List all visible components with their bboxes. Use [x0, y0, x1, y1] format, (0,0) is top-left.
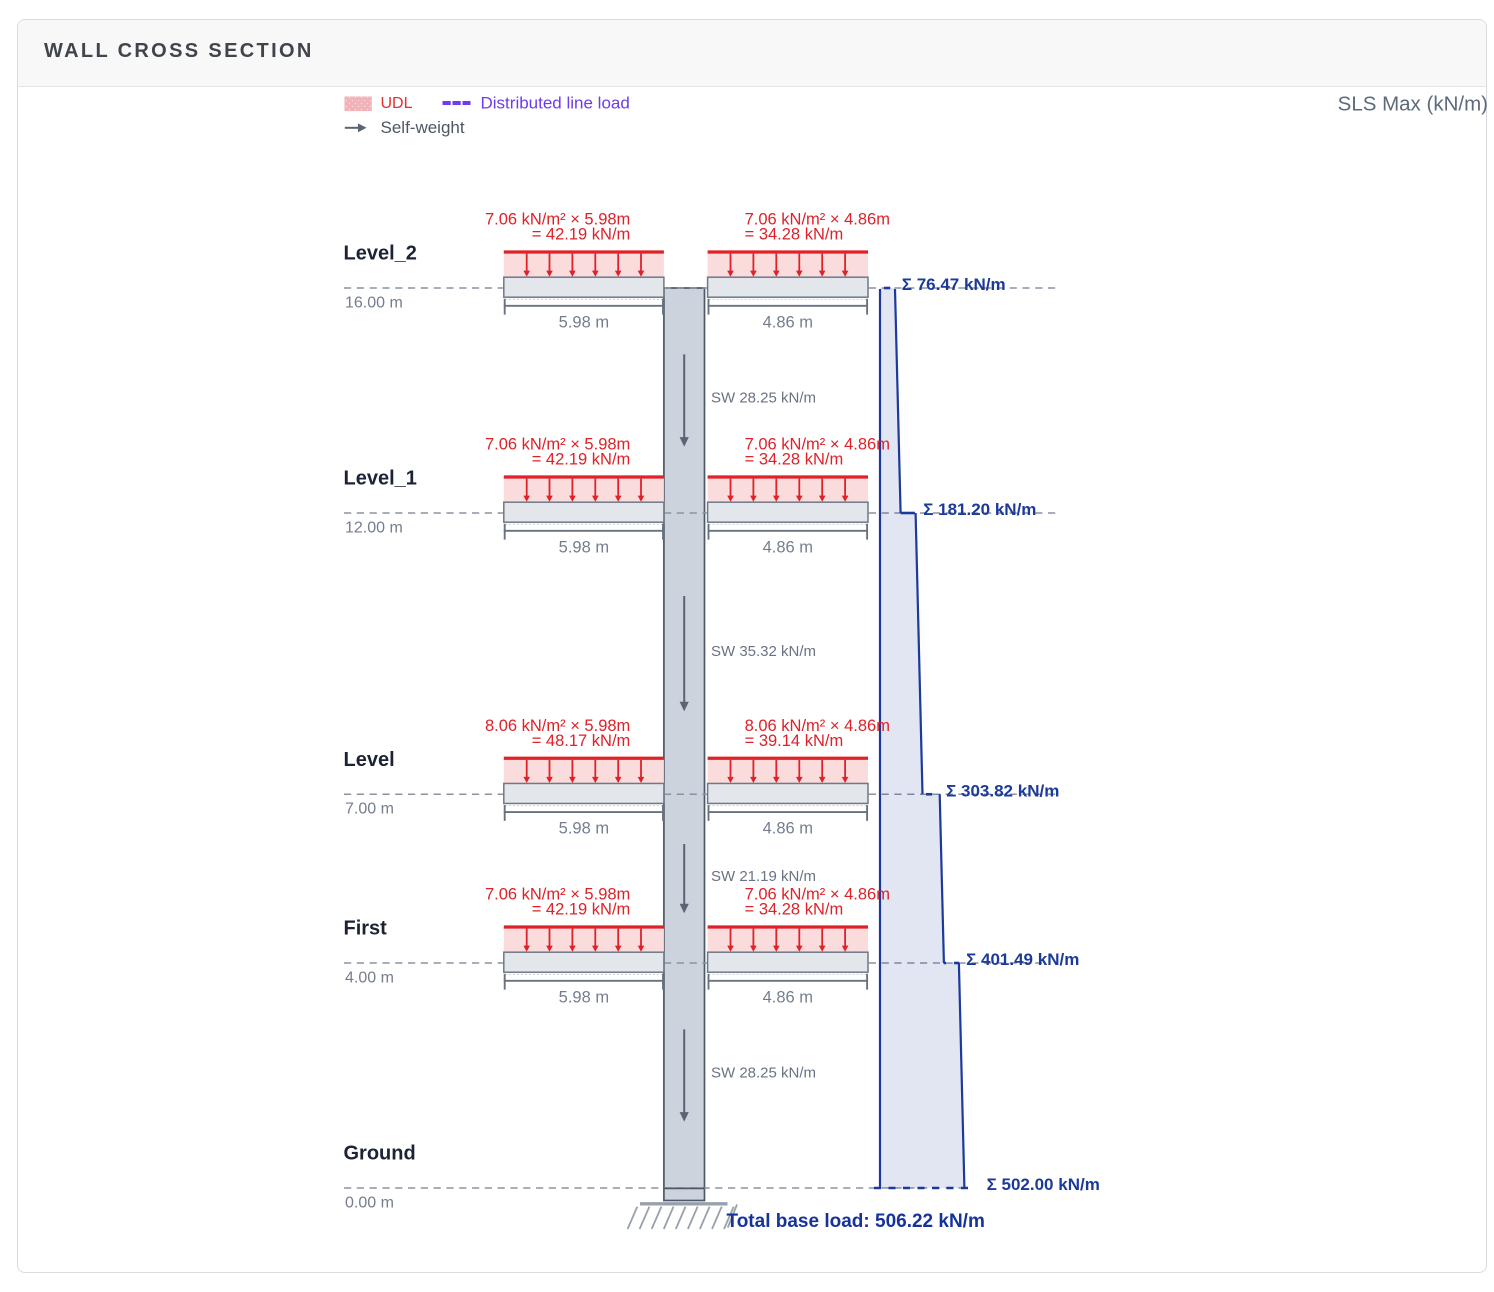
svg-text:7.06 kN/m² × 4.86m: 7.06 kN/m² × 4.86m: [745, 886, 890, 904]
svg-text:= 34.28 kN/m: = 34.28 kN/m: [745, 901, 844, 919]
svg-text:SW 28.25 kN/m: SW 28.25 kN/m: [711, 1065, 816, 1082]
svg-text:UDL: UDL: [381, 95, 413, 112]
svg-text:5.98 m: 5.98 m: [559, 820, 609, 838]
svg-text:First: First: [344, 918, 388, 940]
svg-text:= 34.28 kN/m: = 34.28 kN/m: [745, 226, 844, 244]
svg-text:= 42.19 kN/m: = 42.19 kN/m: [532, 451, 631, 469]
svg-text:16.00 m: 16.00 m: [345, 294, 403, 311]
svg-text:Σ 401.49 kN/m: Σ 401.49 kN/m: [966, 950, 1079, 969]
svg-text:SW 21.19 kN/m: SW 21.19 kN/m: [711, 868, 816, 885]
svg-text:= 42.19 kN/m: = 42.19 kN/m: [532, 226, 631, 244]
svg-text:4.86 m: 4.86 m: [763, 988, 813, 1006]
svg-text:= 39.14 kN/m: = 39.14 kN/m: [745, 732, 844, 750]
svg-text:Σ 181.20 kN/m: Σ 181.20 kN/m: [923, 500, 1036, 519]
svg-text:4.86 m: 4.86 m: [763, 538, 813, 556]
svg-text:= 42.19 kN/m: = 42.19 kN/m: [532, 901, 631, 919]
svg-text:Ground: Ground: [344, 1143, 416, 1165]
svg-text:5.98 m: 5.98 m: [559, 538, 609, 556]
svg-text:5.98 m: 5.98 m: [559, 313, 609, 331]
svg-text:SW 28.25 kN/m: SW 28.25 kN/m: [711, 390, 816, 407]
svg-text:SW 35.32 kN/m: SW 35.32 kN/m: [711, 643, 816, 660]
svg-text:= 48.17 kN/m: = 48.17 kN/m: [532, 732, 631, 750]
svg-text:Distributed line load: Distributed line load: [481, 94, 630, 113]
svg-text:8.06 kN/m² × 4.86m: 8.06 kN/m² × 4.86m: [745, 717, 890, 735]
svg-text:5.98 m: 5.98 m: [559, 988, 609, 1006]
svg-text:7.06 kN/m² × 5.98m: 7.06 kN/m² × 5.98m: [485, 436, 630, 454]
svg-text:Self-weight: Self-weight: [381, 118, 465, 137]
svg-text:Level_2: Level_2: [344, 243, 417, 265]
svg-text:Σ 502.00 kN/m: Σ 502.00 kN/m: [987, 1175, 1100, 1194]
svg-text:Σ 76.47 kN/m: Σ 76.47 kN/m: [902, 275, 1006, 294]
svg-text:0.00 m: 0.00 m: [345, 1194, 394, 1211]
svg-text:Level: Level: [344, 749, 395, 771]
svg-text:= 34.28 kN/m: = 34.28 kN/m: [745, 451, 844, 469]
svg-text:7.06 kN/m² × 4.86m: 7.06 kN/m² × 4.86m: [745, 211, 890, 229]
svg-text:SLS Max (kN/m): SLS Max (kN/m): [1338, 93, 1488, 116]
svg-text:7.00 m: 7.00 m: [345, 801, 394, 818]
svg-text:12.00 m: 12.00 m: [345, 519, 403, 536]
svg-text:Level_1: Level_1: [344, 468, 417, 490]
svg-text:4.86 m: 4.86 m: [763, 313, 813, 331]
svg-text:7.06 kN/m² × 4.86m: 7.06 kN/m² × 4.86m: [745, 436, 890, 454]
svg-text:Σ 303.82 kN/m: Σ 303.82 kN/m: [946, 781, 1059, 800]
svg-text:7.06 kN/m² × 5.98m: 7.06 kN/m² × 5.98m: [485, 211, 630, 229]
svg-text:8.06 kN/m² × 5.98m: 8.06 kN/m² × 5.98m: [485, 717, 630, 735]
svg-text:Total base load: 506.22 kN/m: Total base load: 506.22 kN/m: [727, 1211, 985, 1232]
svg-text:7.06 kN/m² × 5.98m: 7.06 kN/m² × 5.98m: [485, 886, 630, 904]
svg-text:4.00 m: 4.00 m: [345, 969, 394, 986]
svg-text:4.86 m: 4.86 m: [763, 820, 813, 838]
